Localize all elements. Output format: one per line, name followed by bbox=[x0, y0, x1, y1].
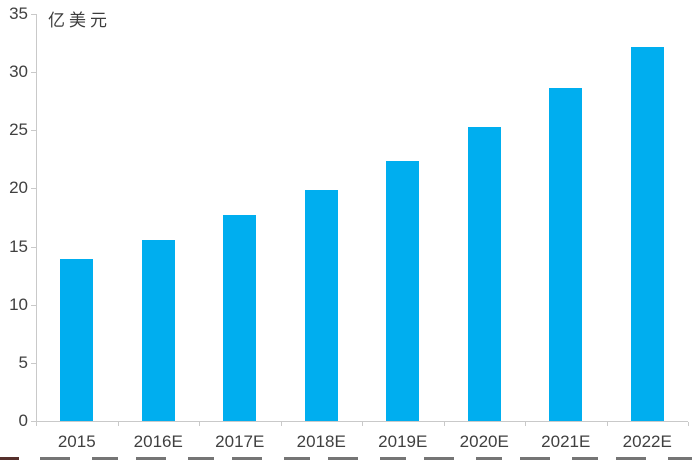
x-axis-tick-label: 2022E bbox=[622, 432, 672, 451]
x-axis-tick-label: 2015 bbox=[57, 432, 96, 451]
x-axis-tick-mark bbox=[362, 422, 363, 426]
y-axis-tick-label: 10 bbox=[9, 294, 28, 314]
x-axis-tick-mark bbox=[36, 422, 37, 426]
x-axis-tick-mark bbox=[117, 422, 119, 426]
x-axis-tick-label: 2018E bbox=[296, 432, 346, 451]
y-axis-tick-label: 5 bbox=[18, 352, 28, 372]
y-axis-tick-mark bbox=[31, 14, 36, 15]
bar-2018E bbox=[304, 189, 338, 421]
y-axis-tick-mark bbox=[31, 246, 36, 248]
y-axis-tick-label: 35 bbox=[9, 4, 28, 23]
y-axis-tick-label: 30 bbox=[9, 62, 28, 82]
bar-2017E bbox=[223, 215, 257, 421]
y-axis-tick-mark bbox=[31, 72, 36, 74]
x-axis-line bbox=[36, 421, 688, 422]
x-axis-tick-mark bbox=[606, 422, 608, 426]
cropped-text-artifact-corner bbox=[0, 457, 19, 460]
bar-2020E bbox=[467, 126, 501, 421]
y-axis-tick-label: 15 bbox=[9, 236, 28, 256]
y-axis-tick-mark bbox=[31, 421, 36, 422]
y-axis-tick-mark bbox=[31, 130, 36, 132]
bar-2016E bbox=[141, 239, 175, 421]
x-axis-tick-label: 2020E bbox=[459, 432, 509, 451]
y-axis-line bbox=[36, 14, 37, 421]
x-axis-tick-label: 2017E bbox=[215, 432, 265, 451]
y-axis-tick-mark bbox=[31, 362, 36, 364]
y-axis-unit-label: 亿美元 bbox=[48, 11, 111, 31]
x-axis-tick-mark bbox=[443, 422, 445, 426]
x-axis-tick-mark bbox=[525, 422, 526, 426]
cropped-text-artifact bbox=[40, 457, 692, 460]
x-axis-tick-mark bbox=[688, 422, 689, 426]
bar-2021E bbox=[549, 88, 583, 421]
x-axis-tick-label: 2021E bbox=[541, 432, 591, 451]
x-axis-tick-label: 2019E bbox=[378, 432, 428, 451]
x-axis-tick-mark bbox=[280, 422, 282, 426]
x-axis-tick-mark bbox=[199, 422, 200, 426]
y-axis-tick-mark bbox=[31, 304, 36, 306]
x-axis-tick-label: 2016E bbox=[133, 432, 183, 451]
bar-2019E bbox=[386, 160, 420, 421]
bar-2022E bbox=[630, 46, 664, 421]
y-axis-tick-label: 0 bbox=[18, 411, 28, 430]
y-axis-tick-label: 25 bbox=[9, 120, 28, 140]
y-axis-tick-label: 20 bbox=[9, 178, 28, 198]
y-axis-tick-mark bbox=[31, 188, 36, 190]
bar-2015 bbox=[60, 259, 94, 421]
